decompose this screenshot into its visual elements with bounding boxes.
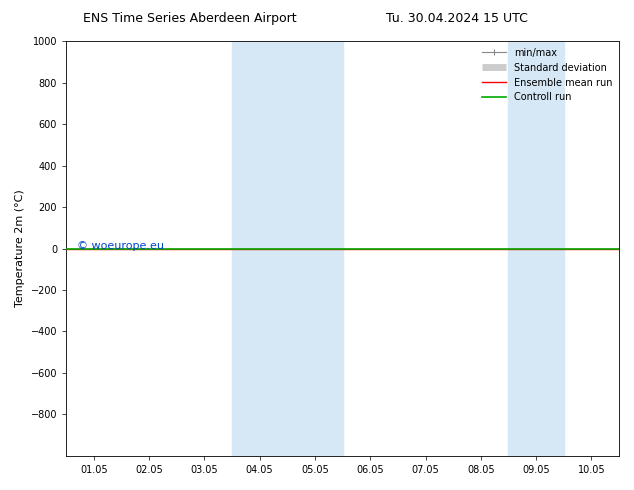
Text: ENS Time Series Aberdeen Airport: ENS Time Series Aberdeen Airport	[84, 12, 297, 25]
Y-axis label: Temperature 2m (°C): Temperature 2m (°C)	[15, 190, 25, 307]
Legend: min/max, Standard deviation, Ensemble mean run, Controll run: min/max, Standard deviation, Ensemble me…	[478, 44, 616, 106]
Bar	[508, 41, 564, 456]
Text: Tu. 30.04.2024 15 UTC: Tu. 30.04.2024 15 UTC	[385, 12, 527, 25]
Text: © woeurope.eu: © woeurope.eu	[77, 242, 164, 251]
Bar	[287, 41, 342, 456]
Bar	[232, 41, 287, 456]
